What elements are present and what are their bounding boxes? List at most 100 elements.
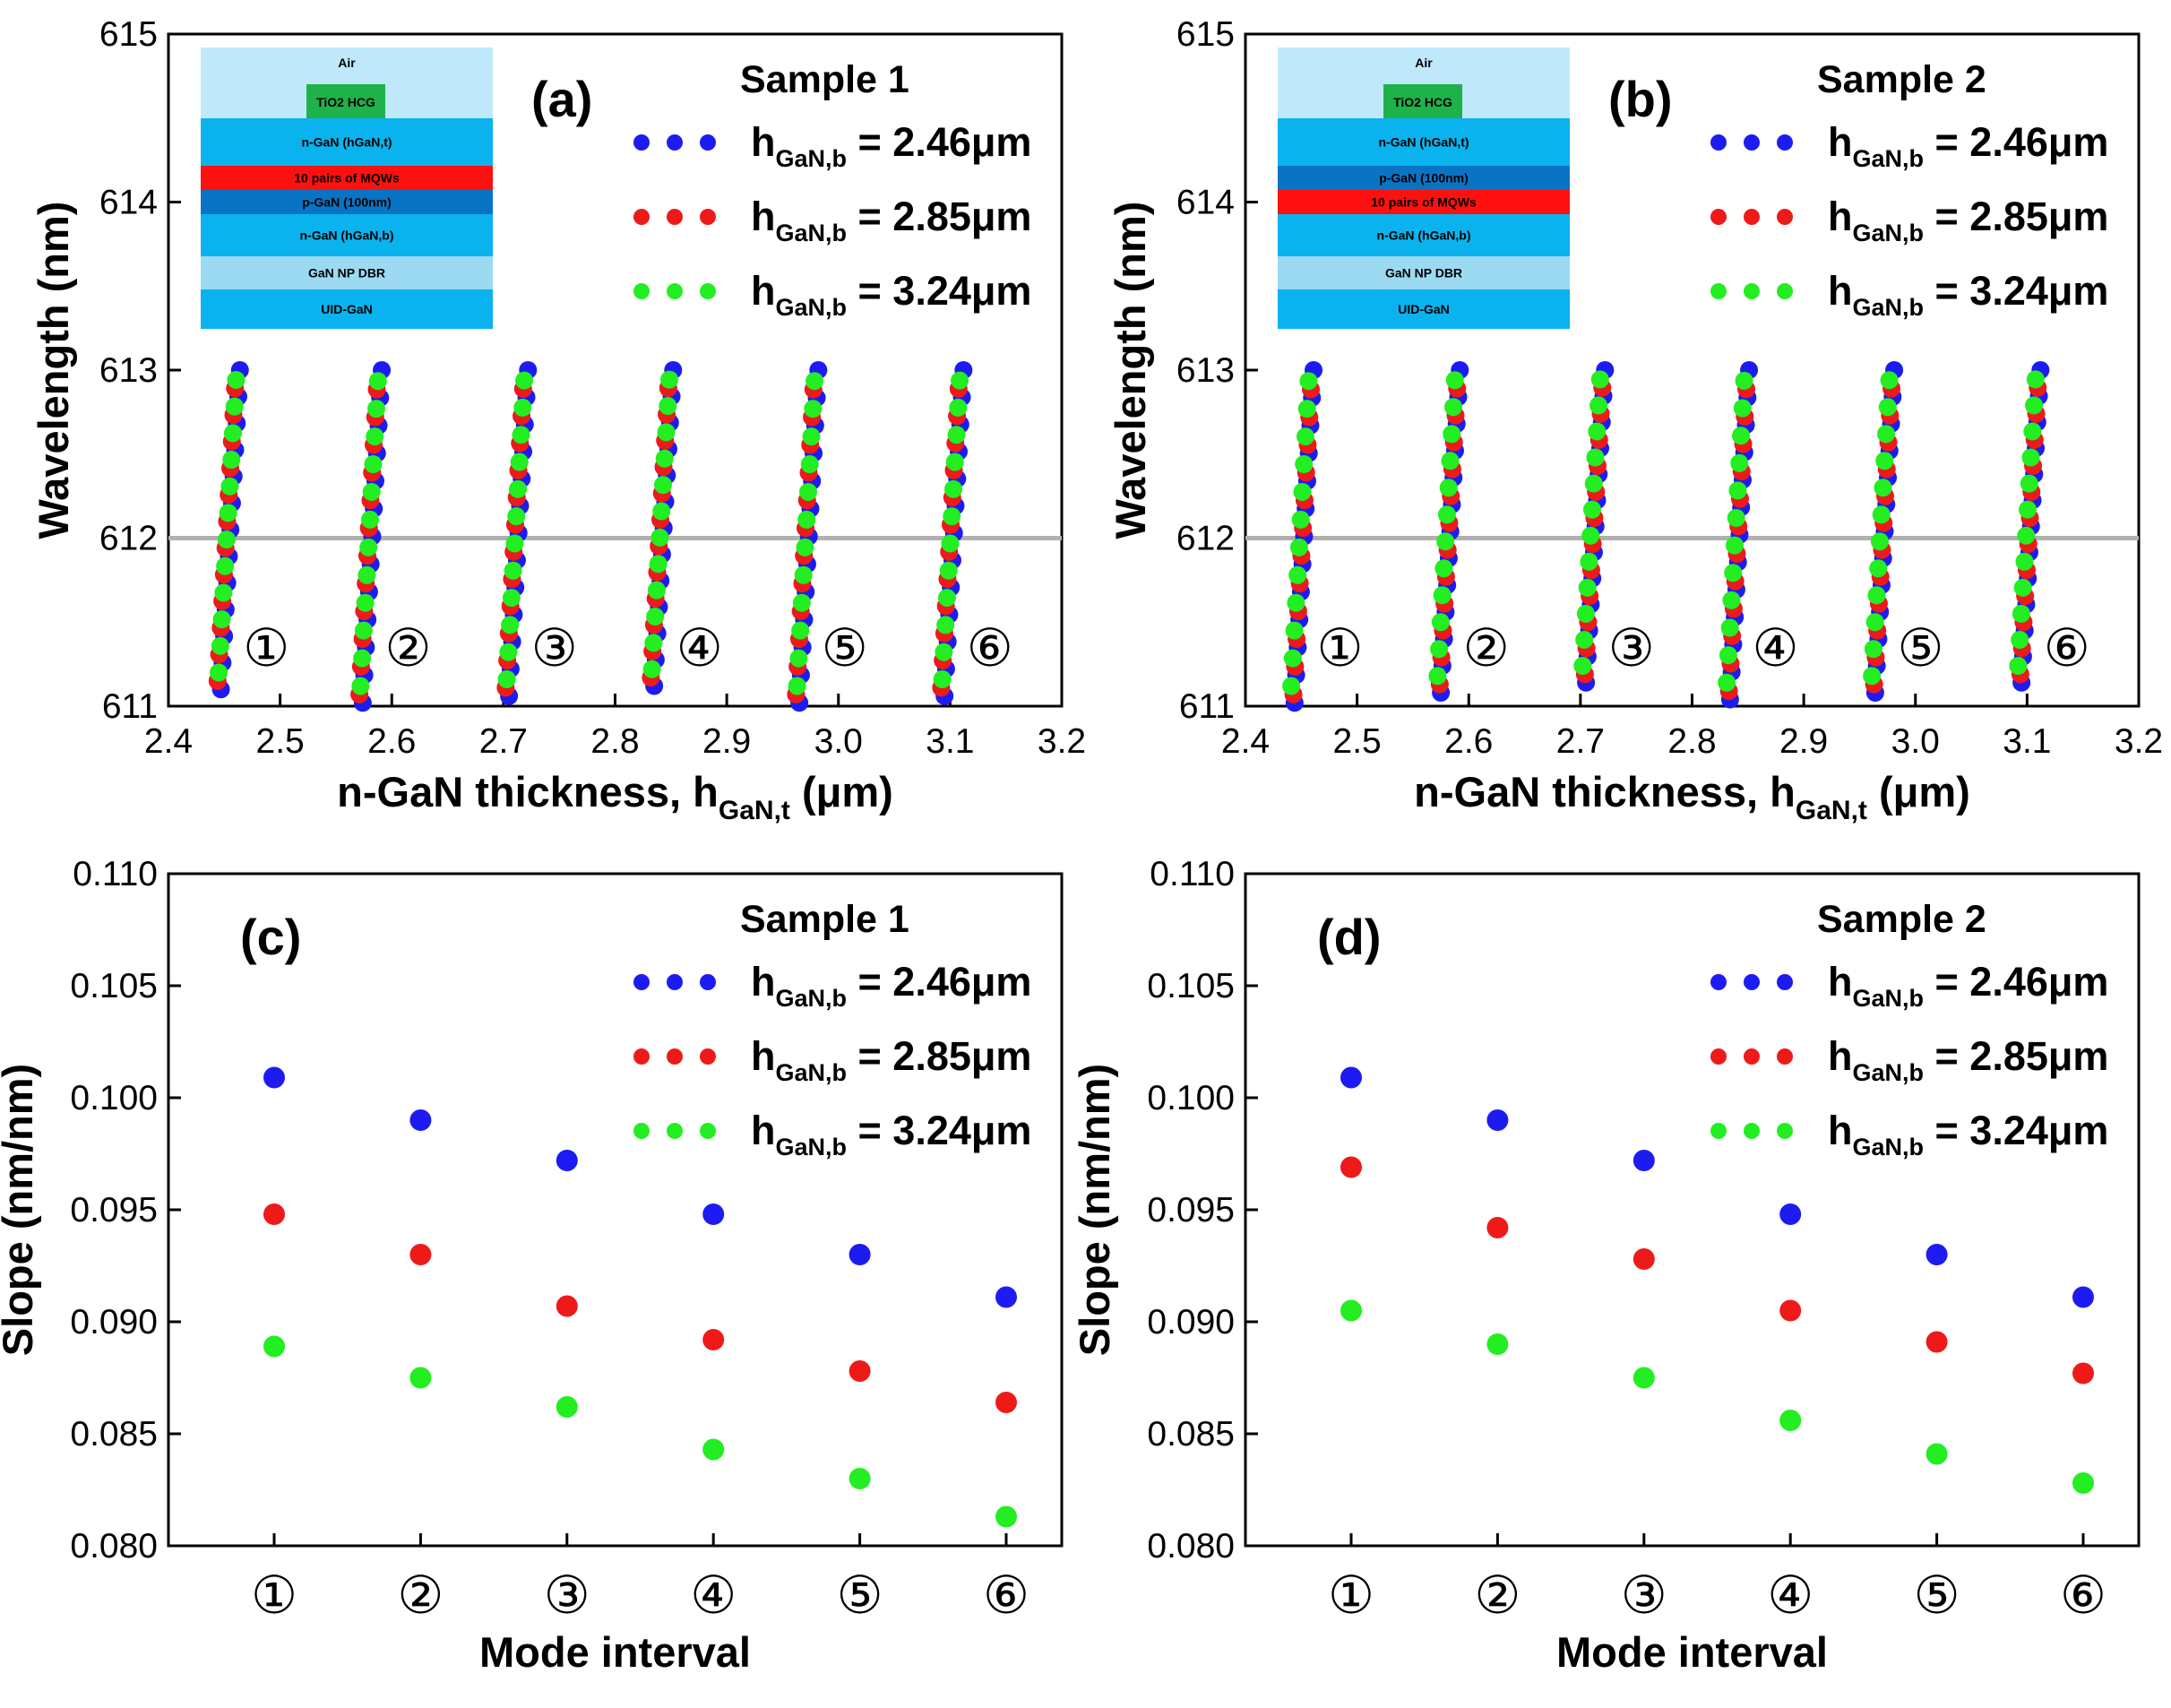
- panel-d-legend-marker-2: [1777, 1048, 1793, 1065]
- panel-b-xlabel: n-GaN thickness, hGaN,t (μm): [1414, 768, 1970, 825]
- panel-d-point-s1-6: [2072, 1286, 2094, 1308]
- panel-d-legend-marker-2: [1710, 1048, 1727, 1065]
- panel-c-panel-label: (c): [240, 909, 301, 965]
- panel-a-point-mode1-s3: [225, 397, 244, 416]
- panel-a-ytick-label: 614: [99, 184, 158, 222]
- panel-a-point-mode5-s3: [802, 427, 821, 446]
- panel-b-point-mode4-s3: [1730, 453, 1749, 472]
- panel-b-point-mode5-s3: [1870, 532, 1889, 551]
- panel-b-point-mode6-s3: [2017, 526, 2036, 545]
- panel-b-point-mode1-s3: [1295, 455, 1314, 473]
- panel-c-legend-label-1: hGaN,b = 2.46μm: [751, 959, 1031, 1012]
- panel-a-point-mode6-s3: [936, 616, 955, 634]
- panel-b-point-mode3-s3: [1588, 422, 1607, 441]
- panel-d-ytick-label: 0.100: [1147, 1079, 1235, 1117]
- panel-b-point-mode1-s3: [1293, 482, 1312, 501]
- panel-b-point-mode3-s3: [1582, 500, 1601, 519]
- panel-a-point-mode2-s3: [364, 455, 383, 473]
- panel-c-ytick-label: 0.095: [70, 1191, 158, 1229]
- panel-b-point-mode5-s3: [1864, 640, 1882, 659]
- panel-c-point-s3-6: [995, 1505, 1017, 1528]
- panel-b-xtick-label: 2.4: [1221, 722, 1270, 761]
- panel-a-ytick-label: 612: [99, 520, 158, 558]
- panel-a-structure-layer-hcg: [306, 84, 385, 118]
- panel-b-point-mode5-s3: [1878, 398, 1897, 417]
- panel-b-structure-layer-label-1: Air: [1415, 56, 1433, 70]
- panel-a-xtick-label: 3.2: [1038, 722, 1086, 761]
- panel-c-legend-marker-1: [667, 974, 683, 990]
- panel-a-point-mode6-s3: [943, 507, 961, 526]
- panel-a-point-mode1-s3: [223, 424, 242, 443]
- panel-b-point-mode4-s3: [1724, 564, 1743, 582]
- panel-a-point-mode4-s3: [646, 608, 665, 625]
- panel-a-point-mode6-s3: [944, 479, 963, 498]
- panel-a-point-mode1-s3: [212, 610, 231, 629]
- panel-c-xlabel: Mode interval: [479, 1628, 751, 1676]
- panel-a-point-mode2-s3: [356, 593, 375, 612]
- panel-a-point-mode6-s3: [937, 589, 956, 608]
- panel-b-xtick-label: 2.5: [1333, 722, 1382, 761]
- panel-a: 2.4 2.5 2.6 2.7 2.8 2.9 3.0 3.1 3.2 611 612 613 614 6…: [30, 15, 1086, 825]
- panel-a-point-mode5-s3: [804, 400, 823, 418]
- panel-c-point-s2-3: [556, 1295, 578, 1317]
- panel-c-point-s3-5: [849, 1468, 871, 1489]
- panel-d-legend-marker-3: [1710, 1123, 1727, 1139]
- panel-b-point-mode5-s3: [1880, 371, 1899, 390]
- panel-a-mode-label-2: ②: [385, 619, 432, 677]
- panel-b-legend-marker-1: [1744, 134, 1760, 151]
- panel-a-point-mode1-s3: [219, 504, 237, 522]
- panel-a-point-mode3-s3: [508, 479, 527, 498]
- panel-d-point-s3-1: [1340, 1299, 1362, 1322]
- panel-b-point-mode5-s3: [1874, 479, 1892, 497]
- panel-a-xtick-label: 2.8: [590, 722, 639, 761]
- panel-b-legend-marker-3: [1744, 283, 1760, 299]
- panel-a-point-mode3-s3: [497, 670, 516, 688]
- panel-c: ① ② ③ ④ ⑤ ⑥ 0.080 0.085 0.090 0.095 0.100 0.105 0.11…: [0, 855, 1064, 1676]
- panel-b-mode-label-2: ②: [1463, 619, 1510, 677]
- panel-a-point-mode4-s3: [659, 397, 677, 415]
- panel-a-point-mode5-s3: [806, 372, 824, 391]
- panel-b-point-mode2-s3: [1445, 371, 1464, 390]
- panel-d-xtick-label-6: ⑥: [2060, 1566, 2106, 1625]
- panel-a-legend-label-3: hGaN,b = 3.24μm: [751, 268, 1031, 321]
- panel-b-xtick-label: 2.9: [1779, 722, 1828, 761]
- panel-b-sample-title: Sample 2: [1817, 58, 1986, 101]
- panel-a-legend-marker-1: [633, 134, 650, 151]
- panel-b-ytick-label: 613: [1176, 351, 1235, 390]
- panel-a-point-mode5-s3: [796, 538, 814, 556]
- panel-b-mode-label-5: ⑤: [1898, 619, 1944, 677]
- panel-b-point-mode1-s3: [1297, 400, 1316, 418]
- panel-d-ytick-label: 0.085: [1147, 1415, 1235, 1454]
- panel-c-legend-marker-3: [700, 1123, 716, 1139]
- panel-b-legend-marker-3: [1710, 283, 1727, 299]
- panel-b-point-mode1-s3: [1283, 649, 1302, 668]
- panel-b-point-mode1-s3: [1282, 677, 1301, 695]
- panel-a-point-mode2-s3: [360, 510, 379, 529]
- panel-c-point-s2-1: [263, 1203, 285, 1225]
- panel-c-legend-marker-3: [667, 1123, 683, 1139]
- panel-b-point-mode6-s3: [2009, 657, 2028, 675]
- panel-c-point-s2-4: [702, 1329, 725, 1350]
- panel-b-point-mode4-s3: [1728, 481, 1747, 500]
- panel-d-xtick-label-5: ⑤: [1914, 1566, 1960, 1625]
- panel-b-point-mode3-s3: [1573, 657, 1592, 675]
- panel-a-point-mode3-s3: [504, 561, 522, 580]
- panel-d-ytick-label: 0.095: [1147, 1191, 1235, 1229]
- panel-a-point-mode5-s3: [794, 565, 813, 584]
- panel-a-legend-marker-3: [633, 283, 650, 299]
- panel-b-legend-marker-2: [1777, 209, 1793, 225]
- panel-a-structure-layer-label-1: Air: [338, 56, 356, 70]
- panel-b-xtick-label: 2.7: [1556, 722, 1605, 761]
- panel-b-point-mode6-s3: [2013, 578, 2032, 597]
- panel-b-point-mode2-s3: [1439, 479, 1458, 497]
- panel-b-mode-label-6: ⑥: [2044, 619, 2090, 677]
- panel-a-xtick-label: 2.6: [367, 722, 416, 761]
- panel-b-point-mode1-s3: [1296, 427, 1314, 446]
- panel-d-panel-label: (d): [1317, 909, 1382, 965]
- panel-a-point-mode6-s3: [933, 670, 952, 688]
- panel-d-point-s1-4: [1779, 1203, 1802, 1225]
- panel-a-mode-label-4: ④: [676, 619, 723, 677]
- panel-b-point-mode1-s3: [1289, 538, 1308, 556]
- panel-b-xtick-label: 2.6: [1444, 722, 1493, 761]
